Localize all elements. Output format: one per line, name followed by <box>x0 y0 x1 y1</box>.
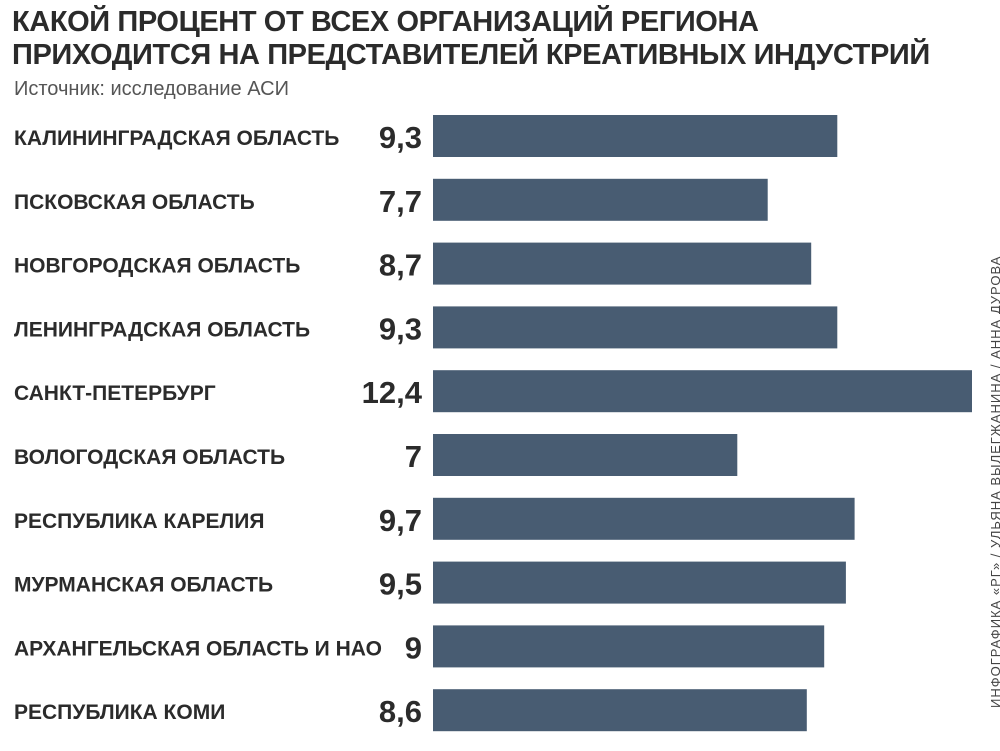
value-label: 8,6 <box>379 694 422 729</box>
category-label: ВОЛОГОДСКАЯ ОБЛАСТЬ <box>14 446 285 469</box>
category-label: МУРМАНСКАЯ ОБЛАСТЬ <box>14 574 273 597</box>
bar <box>433 497 855 540</box>
bar-row: РЕСПУБЛИКА КАРЕЛИЯ 9,7 <box>14 497 855 540</box>
bar-row: ЛЕНИНГРАДСКАЯ ОБЛАСТЬ 9,3 <box>14 306 838 349</box>
bar <box>433 370 972 413</box>
bar <box>433 625 825 668</box>
value-label: 9,5 <box>379 567 422 602</box>
chart-source: Источник: исследование АСИ <box>14 78 289 100</box>
credit-text: ИНФОГРАФИКА «РГ» / УЛЬЯНА ВЫЛЕГЖАНИНА / … <box>988 255 1000 708</box>
category-label: САНКТ-ПЕТЕРБУРГ <box>14 382 216 405</box>
value-label: 9 <box>405 630 422 665</box>
value-label: 9,7 <box>379 503 422 538</box>
category-label: ПСКОВСКАЯ ОБЛАСТЬ <box>14 191 255 214</box>
chart-title: КАКОЙ ПРОЦЕНТ ОТ ВСЕХ ОРГАНИЗАЦИЙ РЕГИОН… <box>12 6 952 72</box>
bar <box>433 434 738 476</box>
category-label: РЕСПУБЛИКА КАРЕЛИЯ <box>14 510 264 533</box>
value-label: 7 <box>405 439 422 474</box>
category-label: КАЛИНИНГРАДСКАЯ ОБЛАСТЬ <box>14 127 339 150</box>
bar-row: КАЛИНИНГРАДСКАЯ ОБЛАСТЬ 9,3 <box>14 115 838 157</box>
bar <box>433 178 768 221</box>
bar <box>433 561 846 604</box>
category-label: ЛЕНИНГРАДСКАЯ ОБЛАСТЬ <box>14 318 310 341</box>
category-label: НОВГОРОДСКАЯ ОБЛАСТЬ <box>14 255 300 278</box>
chart-title-line-2: ПРИХОДИТСЯ НА ПРЕДСТАВИТЕЛЕЙ КРЕАТИВНЫХ … <box>12 39 930 71</box>
bar-row: АРХАНГЕЛЬСКАЯ ОБЛАСТЬ И НАО 9 <box>14 625 825 668</box>
value-label: 9,3 <box>379 120 422 155</box>
bar-row: НОВГОРОДСКАЯ ОБЛАСТЬ 8,7 <box>14 242 812 285</box>
bar-row: САНКТ-ПЕТЕРБУРГ 12,4 <box>14 370 972 413</box>
value-label: 12,4 <box>362 375 423 410</box>
value-label: 9,3 <box>379 311 422 346</box>
chart-title-line-1: КАКОЙ ПРОЦЕНТ ОТ ВСЕХ ОРГАНИЗАЦИЙ РЕГИОН… <box>12 6 759 38</box>
category-label: РЕСПУБЛИКА КОМИ <box>14 701 225 724</box>
bar <box>433 242 812 285</box>
bar-row: ВОЛОГОДСКАЯ ОБЛАСТЬ 7 <box>14 434 738 476</box>
value-label: 7,7 <box>379 184 422 219</box>
bar <box>433 306 838 349</box>
bar <box>433 689 807 732</box>
bar-row: РЕСПУБЛИКА КОМИ 8,6 <box>14 689 807 732</box>
bar-row: ПСКОВСКАЯ ОБЛАСТЬ 7,7 <box>14 178 768 221</box>
category-label: АРХАНГЕЛЬСКАЯ ОБЛАСТЬ И НАО <box>14 637 382 660</box>
bar <box>433 115 838 157</box>
bar-row: МУРМАНСКАЯ ОБЛАСТЬ 9,5 <box>14 561 846 604</box>
value-label: 8,7 <box>379 248 422 283</box>
